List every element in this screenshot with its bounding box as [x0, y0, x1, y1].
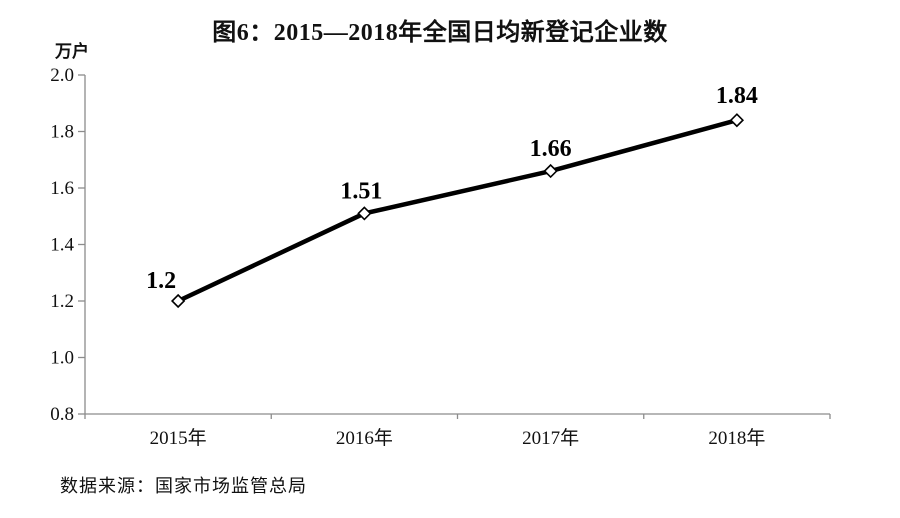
x-tick-label: 2016年 [336, 427, 393, 449]
data-point-label: 1.2 [146, 268, 176, 294]
y-tick-label: 1.4 [50, 235, 74, 256]
chart-title: 图6：2015—2018年全国日均新登记企业数 [212, 20, 668, 46]
data-point-label: 1.51 [340, 178, 382, 204]
data-point-label: 1.84 [716, 83, 758, 109]
data-point-marker [357, 206, 372, 221]
y-tick-label: 1.0 [50, 348, 74, 369]
data-point-label: 1.66 [530, 136, 572, 162]
y-axis-unit-label: 万户 [55, 42, 89, 61]
y-tick-label: 0.8 [50, 404, 74, 425]
y-tick-label: 1.6 [50, 178, 74, 199]
x-tick-label: 2015年 [150, 427, 207, 449]
data-line [177, 118, 738, 304]
y-tick-label: 1.8 [50, 122, 74, 143]
data-point-marker [170, 293, 186, 309]
y-tick-label: 1.2 [50, 291, 74, 312]
y-tick-label: 2.0 [50, 65, 74, 86]
data-point-marker [729, 113, 745, 128]
data-source-note: 数据来源：国家市场监管总局 [60, 476, 307, 496]
x-tick-label: 2018年 [708, 427, 765, 449]
data-point-marker [543, 163, 558, 179]
x-tick-label: 2017年 [522, 427, 579, 449]
